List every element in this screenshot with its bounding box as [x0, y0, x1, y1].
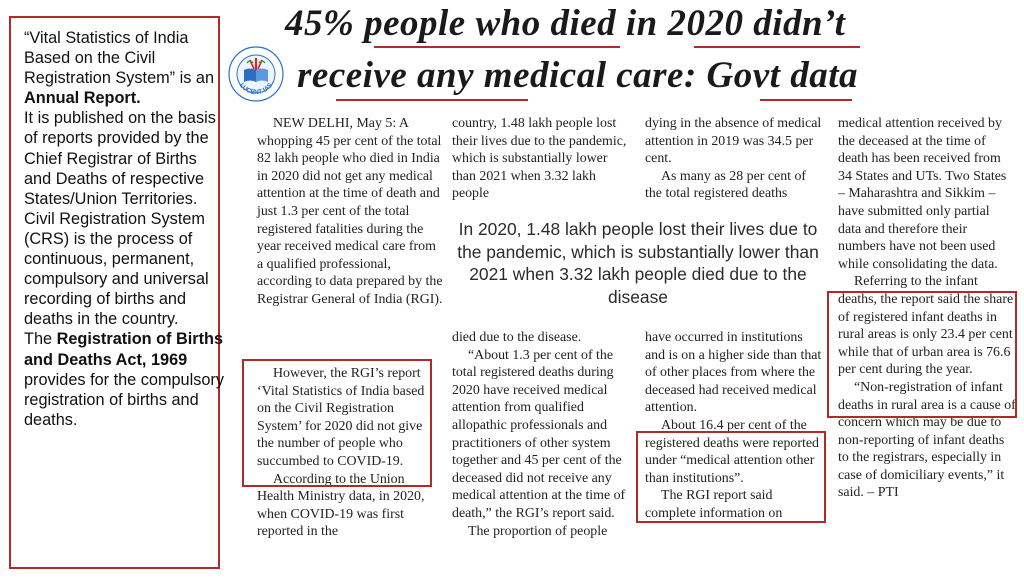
article-paragraph: Referring to the infant deaths, the repo… [838, 274, 1014, 378]
headline-underline [336, 99, 528, 101]
article-paragraph: About 16.4 per cent of the registered de… [645, 417, 819, 486]
sidebar-para-1: “Vital Statistics of India Based on the … [24, 28, 226, 108]
article-paragraph: However, the RGI’s report ‘Vital Statist… [257, 366, 425, 469]
article-paragraph: “About 1.3 per cent of the total registe… [452, 347, 626, 521]
open-book-icon: LUCENT IAS [228, 46, 284, 102]
article-paragraph: The proportion of people [468, 523, 608, 539]
article-column-3-continued: have occurred in institutions and is on … [645, 329, 825, 523]
sidebar-para-2: It is published on the basis of reports … [24, 109, 216, 208]
article-column-4: medical attention received by the deceas… [838, 115, 1016, 502]
sidebar-para-3: Civil Registration System (CRS) is the p… [24, 209, 209, 329]
article-paragraph: As many as 28 per cent of the total regi… [645, 168, 807, 202]
pull-quote: In 2020, 1.48 lakh people lost their liv… [457, 219, 819, 307]
sidebar-text-span: “Vital Statistics of India Based on the … [24, 29, 215, 88]
article-paragraph: dying in the absence of medical attentio… [645, 116, 822, 167]
lucent-ias-logo: LUCENT IAS [228, 46, 284, 102]
headline-line-1: 45% people who died in 2020 didn’t [285, 3, 846, 44]
sidebar-text-span: The [24, 330, 57, 349]
article-column-2-continued: died due to the disease. “About 1.3 per … [452, 329, 632, 540]
sidebar-highlight-box [9, 16, 220, 569]
sidebar-text-span: provides for the compulsory registration… [24, 370, 224, 429]
article-paragraph: According to the Union Health Ministry d… [257, 471, 425, 540]
article-column-1: NEW DELHI, May 5: A whopping 45 per cent… [257, 115, 445, 309]
sidebar-para-4: The Registration of Births and Deaths Ac… [24, 329, 226, 429]
article-column-3: dying in the absence of medical attentio… [645, 115, 825, 203]
article-paragraph: died due to the disease. [452, 330, 582, 345]
article-column-2: country, 1.48 lakh people lost their liv… [452, 115, 632, 203]
article-paragraph: country, 1.48 lakh people lost their liv… [452, 116, 627, 202]
article-paragraph: The RGI report said complete information… [645, 488, 783, 521]
headline-underline [760, 99, 852, 101]
sidebar-bold-span: Registration of Births and Deaths Act, 1… [24, 330, 224, 369]
article-paragraph: NEW DELHI, May 5: A whopping 45 per cent… [257, 116, 443, 307]
highlight-box-medical-attention [636, 431, 826, 523]
article-column-1-continued: However, the RGI’s report ‘Vital Statist… [257, 365, 429, 541]
headline-line-2: receive any medical care: Govt data [297, 55, 858, 96]
headline-underline [374, 46, 620, 48]
sidebar-note: “Vital Statistics of India Based on the … [24, 28, 226, 430]
article-paragraph: medical attention received by the deceas… [838, 116, 1007, 272]
article-paragraph: “Non-registration of infant deaths in ru… [838, 379, 1016, 501]
article-paragraph: have occurred in institutions and is on … [645, 330, 822, 416]
sidebar-bold-span: Annual Report. [24, 89, 141, 108]
highlight-box-rgi-report [242, 359, 432, 487]
headline-underline [694, 46, 860, 48]
highlight-box-infant-deaths [827, 291, 1017, 418]
